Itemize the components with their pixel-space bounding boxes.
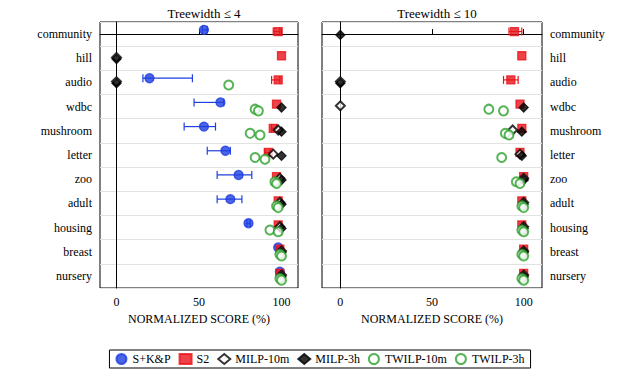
svg-text:100: 100	[515, 295, 533, 309]
svg-text:hill: hill	[76, 51, 93, 65]
svg-text:NORMALIZED SCORE (%): NORMALIZED SCORE (%)	[128, 312, 270, 326]
svg-text:adult: adult	[550, 196, 575, 210]
svg-text:zoo: zoo	[550, 172, 567, 186]
svg-text:letter: letter	[67, 148, 92, 162]
svg-text:hill: hill	[550, 51, 567, 65]
svg-text:mushroom: mushroom	[41, 124, 93, 138]
svg-text:wdbc: wdbc	[66, 100, 92, 114]
svg-text:MILP-3h: MILP-3h	[315, 352, 360, 366]
svg-text:Treewidth ≤ 10: Treewidth ≤ 10	[397, 6, 477, 21]
svg-text:zoo: zoo	[75, 172, 92, 186]
svg-text:S2: S2	[197, 352, 210, 366]
svg-text:nursery: nursery	[550, 269, 586, 283]
svg-text:Treewidth ≤ 4: Treewidth ≤ 4	[167, 6, 241, 21]
svg-text:mushroom: mushroom	[550, 124, 602, 138]
svg-text:NORMALIZED SCORE (%): NORMALIZED SCORE (%)	[361, 312, 503, 326]
svg-text:100: 100	[273, 295, 291, 309]
svg-text:community: community	[37, 27, 92, 41]
svg-text:S+K&P: S+K&P	[132, 352, 170, 366]
svg-text:housing: housing	[550, 221, 588, 235]
svg-text:breast: breast	[63, 245, 92, 259]
svg-text:audio: audio	[550, 75, 577, 89]
svg-text:audio: audio	[65, 75, 92, 89]
svg-text:housing: housing	[54, 221, 92, 235]
svg-text:TWILP-10m: TWILP-10m	[385, 352, 448, 366]
svg-text:0: 0	[337, 295, 343, 309]
svg-text:breast: breast	[550, 245, 579, 259]
svg-text:MILP-10m: MILP-10m	[235, 352, 290, 366]
svg-text:adult: adult	[68, 196, 93, 210]
svg-text:TWILP-3h: TWILP-3h	[472, 352, 525, 366]
svg-text:0: 0	[114, 295, 120, 309]
svg-text:50: 50	[426, 295, 438, 309]
svg-text:wdbc: wdbc	[550, 100, 576, 114]
svg-text:50: 50	[193, 295, 205, 309]
svg-text:community: community	[550, 27, 605, 41]
svg-text:nursery: nursery	[56, 269, 92, 283]
svg-text:letter: letter	[550, 148, 575, 162]
